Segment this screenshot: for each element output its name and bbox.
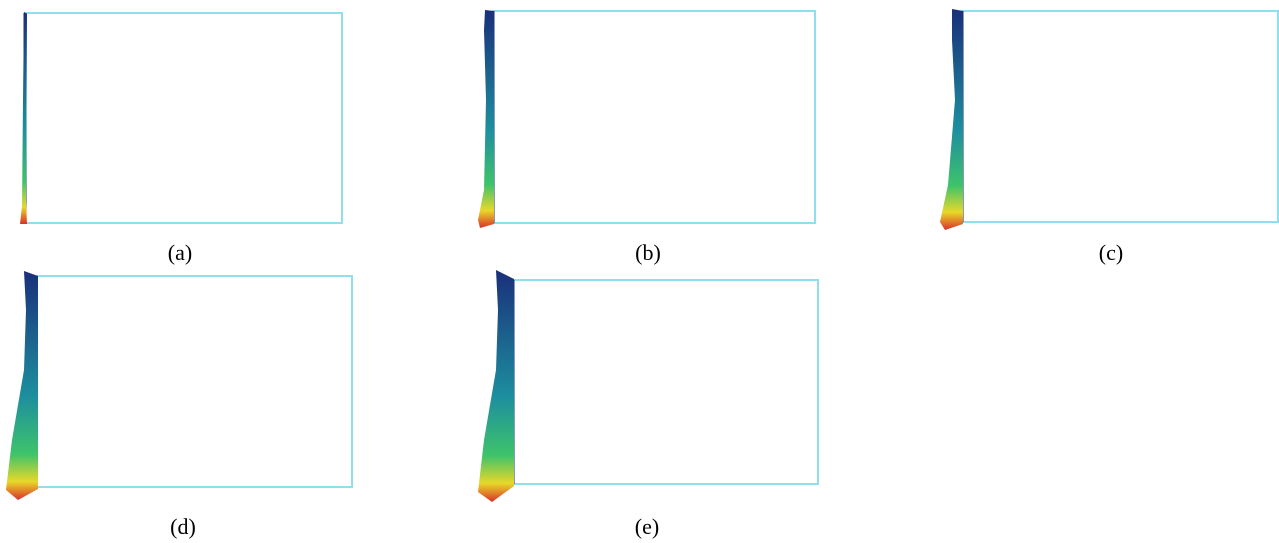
figure: (a) (b) (c) (d) (e) — [0, 0, 1279, 543]
panel-label: (d) — [170, 514, 196, 539]
frame — [36, 276, 352, 487]
panel-a: (a) — [20, 12, 342, 265]
panel-e: (e) — [478, 270, 818, 539]
deformation — [478, 270, 514, 502]
frame — [962, 11, 1278, 222]
panel-d: (d) — [6, 271, 352, 539]
frame — [25, 13, 342, 223]
deformation — [478, 10, 494, 228]
frame — [513, 280, 818, 484]
deformation — [6, 271, 38, 500]
panel-label: (b) — [635, 240, 661, 265]
deformation — [940, 9, 963, 230]
frame — [493, 11, 815, 223]
panel-b: (b) — [478, 10, 815, 265]
panel-label: (a) — [168, 240, 192, 265]
panel-c: (c) — [940, 9, 1278, 265]
panel-label: (c) — [1099, 240, 1123, 265]
panel-label: (e) — [635, 514, 659, 539]
